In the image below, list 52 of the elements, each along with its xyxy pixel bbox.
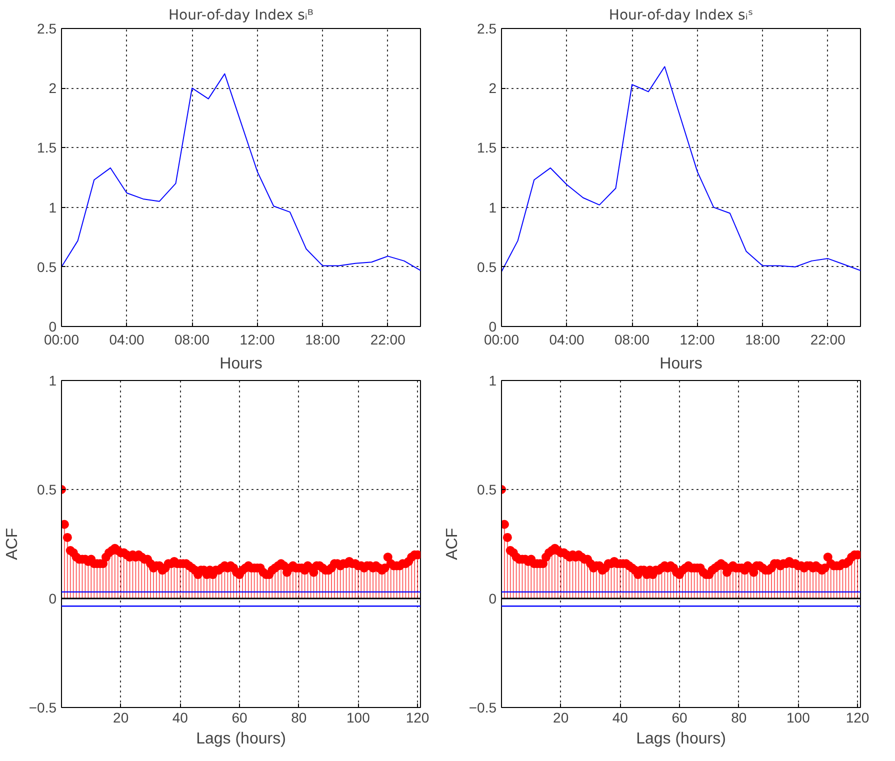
y-tick-label: 2 (488, 80, 497, 96)
y-tick-label: 0.5 (37, 258, 57, 275)
x-tick-label: 100 (346, 710, 370, 726)
x-axis-title: Lags (hours) (636, 730, 726, 748)
y-tick-label: 1 (488, 199, 497, 216)
x-tick-label: 12:00 (240, 332, 276, 348)
x-tick-label: 100 (786, 710, 810, 726)
y-tick-label: 2.5 (37, 20, 57, 36)
y-tick-label: 0.5 (477, 482, 497, 498)
y-tick-label: 2.5 (477, 20, 497, 36)
y-tick-label: 1 (488, 372, 497, 388)
x-tick-label: 120 (406, 710, 430, 726)
y-tick-label: 0 (488, 318, 497, 334)
y-tick-label: 0 (48, 590, 57, 606)
x-tick-label: 08:00 (614, 332, 650, 348)
x-tick-label: 40 (172, 710, 188, 726)
x-tick-label: 40 (612, 710, 628, 726)
y-tick-label: 1.5 (37, 140, 57, 156)
x-tick-label: 18:00 (745, 332, 780, 348)
y-axis-title: ACF (444, 528, 461, 560)
x-tick-label: 80 (731, 710, 747, 726)
x-tick-label: 08:00 (174, 332, 210, 348)
x-tick-label: 20 (113, 710, 129, 726)
x-tick-label: 22:00 (370, 332, 406, 348)
x-axis-title: Hours (220, 356, 262, 372)
x-tick-label: 12:00 (680, 332, 716, 348)
y-tick-label: −0.5 (468, 700, 497, 716)
chart-title: Hour-of-day Index sᵢˢ (608, 8, 754, 24)
y-tick-label: 0.5 (477, 258, 497, 275)
x-axis-title: Hours (660, 356, 702, 372)
y-tick-label: 0.5 (37, 482, 57, 498)
x-tick-label: 00:00 (484, 332, 520, 348)
x-tick-label: 20 (553, 710, 569, 726)
y-tick-label: 0 (48, 318, 57, 334)
y-tick-label: −0.5 (28, 700, 57, 716)
x-tick-label: 22:00 (810, 332, 846, 348)
x-axis-title: Lags (hours) (196, 730, 286, 748)
x-tick-label: 60 (672, 710, 688, 726)
y-tick-label: 2 (48, 80, 57, 96)
y-axis-title: ACF (4, 528, 21, 560)
y-tick-label: 1 (48, 372, 57, 388)
x-tick-label: 18:00 (305, 332, 340, 348)
x-tick-label: 04:00 (109, 332, 145, 348)
x-tick-label: 00:00 (44, 332, 80, 348)
x-tick-label: 60 (232, 710, 248, 726)
y-tick-label: 0 (488, 590, 497, 606)
y-tick-label: 1 (48, 199, 57, 216)
chart-title: Hour-of-day Index sᵢᴮ (168, 8, 314, 24)
x-tick-label: 04:00 (549, 332, 585, 348)
y-tick-label: 1.5 (477, 140, 497, 156)
x-tick-label: 120 (846, 710, 870, 726)
x-tick-label: 80 (291, 710, 307, 726)
